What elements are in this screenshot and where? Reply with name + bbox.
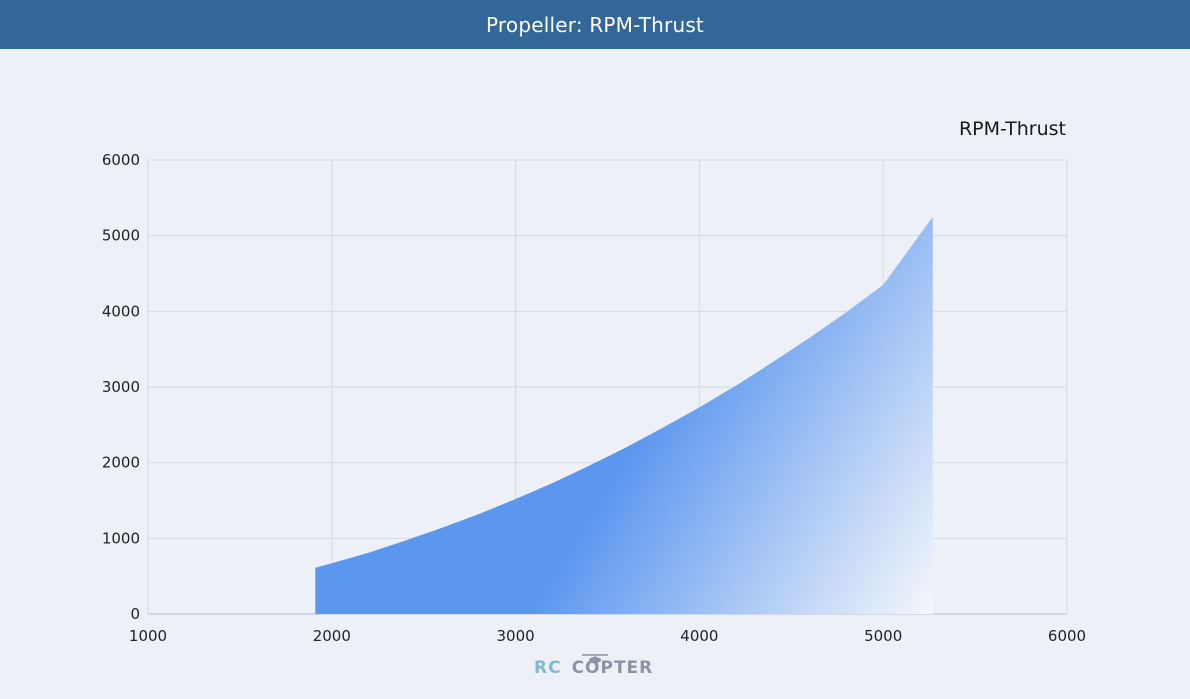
x-axis-ticks: 1000 2000 3000 4000 5000 6000	[129, 627, 1086, 645]
x-tick-label: 3000	[497, 627, 535, 645]
y-tick-label: 5000	[102, 227, 140, 245]
y-tick-label: 1000	[102, 529, 140, 547]
page-title: Propeller: RPM-Thrust	[486, 12, 704, 37]
rc-copter-watermark: RC COPTER	[534, 654, 654, 681]
y-tick-label: 0	[130, 605, 140, 623]
watermark-copter-text: COPTER	[571, 658, 654, 678]
x-tick-label: 2000	[313, 627, 351, 645]
y-tick-label: 3000	[102, 378, 140, 396]
watermark-copter: COPTER	[571, 654, 654, 678]
y-tick-label: 2000	[102, 454, 140, 472]
x-tick-label: 1000	[129, 627, 167, 645]
y-axis-ticks: 0 1000 2000 3000 4000 5000 6000	[102, 151, 140, 623]
y-tick-label: 4000	[102, 302, 140, 320]
chart-title: RPM-Thrust	[959, 118, 1066, 140]
x-tick-label: 5000	[864, 627, 902, 645]
thrust-area	[315, 216, 933, 615]
y-tick-label: 6000	[102, 151, 140, 169]
page-header: Propeller: RPM-Thrust	[0, 0, 1190, 49]
helicopter-icon	[581, 654, 608, 663]
x-tick-label: 4000	[680, 627, 718, 645]
area-series	[315, 216, 933, 615]
watermark-rc: RC	[534, 658, 562, 678]
x-tick-label: 6000	[1048, 627, 1086, 645]
